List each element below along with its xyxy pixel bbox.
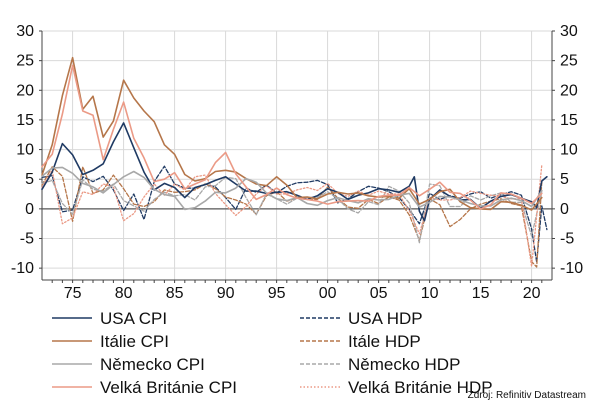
y-tick-label-right: 25: [560, 53, 578, 70]
series-line-německo-hdp: [41, 176, 543, 244]
legend-label: Velká Británie CPI: [100, 378, 237, 397]
series-line-usa-cpi: [41, 122, 548, 222]
legend-label: USA HDP: [348, 309, 423, 328]
x-tick-label: 05: [370, 285, 388, 302]
y-tick-label-left: 10: [16, 142, 34, 159]
x-tick-label: 80: [115, 285, 133, 302]
legend-label: Německo HDP: [348, 355, 460, 374]
y-tick-label-left: -5: [20, 231, 34, 248]
legend-label: Velká Británie HDP: [348, 378, 493, 397]
legend-label: Itále HDP: [348, 332, 421, 351]
legend-label: Německo CPI: [100, 355, 205, 374]
y-tick-label-left: -10: [11, 260, 34, 277]
x-tick-label: 00: [319, 285, 337, 302]
y-tick-label-right: -5: [560, 231, 574, 248]
legend: USA CPI Itálie CPI Německo CPI Velká Britán…: [52, 309, 493, 397]
x-tick-label: 85: [166, 285, 184, 302]
x-tick-label: 95: [268, 285, 286, 302]
y-tick-label-right: 0: [560, 201, 569, 218]
y-tick-label-left: 30: [16, 23, 34, 40]
y-tick-label-right: -10: [560, 260, 583, 277]
x-tick-label: 75: [64, 285, 82, 302]
y-tick-label-left: 0: [25, 201, 34, 218]
gridlines: [42, 30, 552, 280]
y-tick-label-right: 20: [560, 82, 578, 99]
y-tick-label-left: 5: [25, 171, 34, 188]
x-tick-label: 20: [523, 285, 541, 302]
y-tick-label-right: 30: [560, 23, 578, 40]
series-line-usa-hdp: [41, 165, 548, 263]
y-tick-label-left: 25: [16, 53, 34, 70]
y-tick-label-right: 5: [560, 171, 569, 188]
y-tick-label-right: 15: [560, 112, 578, 129]
x-tick-label: 90: [217, 285, 235, 302]
y-tick-label-left: 20: [16, 82, 34, 99]
series-line-velká-británie-cpi: [41, 64, 543, 210]
legend-label: Itálie CPI: [100, 332, 169, 351]
y-tick-label-right: 10: [560, 142, 578, 159]
series-lines: [41, 56, 548, 268]
source-note: Zdroj: Refinitiv Datastream: [468, 390, 586, 401]
legend-label: USA CPI: [100, 309, 167, 328]
series-line-německo-cpi: [41, 166, 543, 211]
y-tick-label-left: 15: [16, 112, 34, 129]
x-tick-label: 10: [421, 285, 439, 302]
x-tick-label: 15: [472, 285, 490, 302]
